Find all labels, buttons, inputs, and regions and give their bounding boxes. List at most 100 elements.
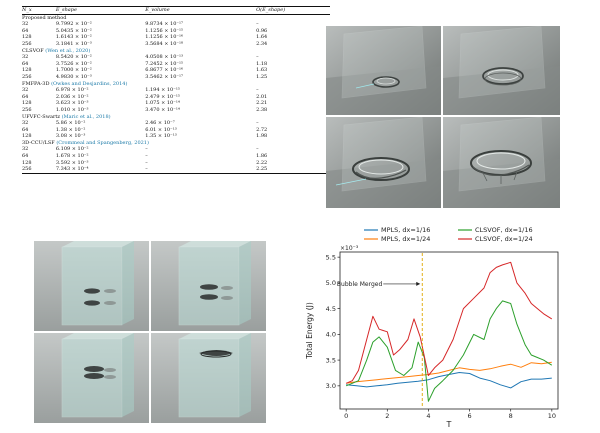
table-row: 32 6.978 × 10⁻² 1.194 × 10⁻¹⁵ – — [22, 87, 330, 94]
method-reference-link[interactable]: (Owkes and Desjardins, 2014) — [51, 80, 128, 87]
table-cell: 2.01 — [256, 93, 268, 100]
table-row: 64 5.0435 × 10⁻² 1.1256 × 10⁻¹⁵ 0.96 — [22, 28, 330, 35]
table-cell: 256 — [22, 106, 32, 113]
table-row: 256 4.9830 × 10⁻³ 3.5462 × 10⁻¹⁷ 1.25 — [22, 74, 330, 81]
table-cell: 3.5684 × 10⁻¹⁸ — [145, 40, 184, 47]
simulation-render-grid-top — [326, 26, 560, 208]
table-cell: 1.1256 × 10⁻¹⁶ — [145, 34, 184, 41]
legend-label: CLSVOF, dx=1/16 — [475, 226, 533, 234]
table-cell: 64 — [22, 93, 29, 100]
table-cell: 2.34 — [256, 40, 268, 47]
table-cell: 128 — [22, 34, 32, 41]
table-cell: 2.25 — [256, 166, 330, 174]
y-tick-label: 5.5 — [326, 253, 336, 261]
table-cell: – — [256, 54, 259, 61]
table-cell: 0.96 — [256, 27, 268, 34]
table-cell: 64 — [22, 153, 29, 160]
method-label: UFVFC-Swartz — [22, 113, 60, 120]
header-e-shape: E_shape — [55, 6, 146, 15]
table-row: 128 1.7000 × 10⁻² 6.8677 × 10⁻¹⁶ 1.63 — [22, 67, 330, 74]
energy-chart-svg: ×10⁻³ Total Energy (J) T 0 2 4 6 8 10 3.0 3.5 4.… — [305, 226, 559, 429]
table-row: 64 3.7526 × 10⁻² 7.2452 × 10⁻¹⁵ 1.18 — [22, 61, 330, 68]
table-cell: 256 — [22, 166, 56, 174]
table-cell: 7.343 × 10⁻⁴ — [55, 166, 146, 174]
table-row: 32 9.7992 × 10⁻² 9.8734 × 10⁻¹⁷ – — [22, 21, 330, 28]
table-cell: 6.109 × 10⁻² — [55, 146, 89, 153]
method-label: Proposed method — [22, 14, 67, 21]
annotation-group: Bubble Merged — [337, 253, 423, 408]
x-tick-label: 2 — [385, 412, 389, 420]
series-line-2 — [346, 361, 552, 384]
render-frame-2 — [443, 26, 560, 115]
annotation-arrowhead — [416, 281, 421, 286]
method-name: CLSVOF (Wen et al., 2020) — [22, 48, 330, 55]
method-reference-link[interactable]: (Crommeal and Spangenberg, 2021) — [56, 139, 149, 146]
bubble-frame-4 — [151, 333, 266, 423]
method-section-row: 3D-CCU/LSF (Crommeal and Spangenberg, 20… — [22, 140, 330, 147]
series-lines — [346, 261, 553, 402]
table-cell: 32 — [22, 21, 29, 28]
table-cell: 256 — [22, 40, 32, 47]
header-order: O(E_shape) — [256, 6, 330, 15]
method-label: CLSVOF — [22, 47, 44, 54]
table-cell: 256 — [22, 73, 32, 80]
table-cell: 3.08 × 10⁻³ — [55, 133, 86, 140]
method-name: FMFPA-3D (Owkes and Desjardins, 2014) — [22, 81, 330, 88]
method-label: 3D-CCU/LSF — [22, 139, 55, 146]
table-cell: 1.64 — [256, 34, 268, 41]
table-cell: 4.0508 × 10⁻¹³ — [145, 54, 184, 61]
table-cell: 64 — [22, 27, 29, 34]
table-cell: 4.9830 × 10⁻³ — [55, 73, 92, 80]
x-tick-label: 10 — [548, 412, 556, 420]
method-label: FMFPA-3D — [22, 80, 50, 87]
table-row: 256 7.343 × 10⁻⁴ –2.25 — [22, 166, 330, 174]
bubble-frame-3 — [34, 333, 149, 423]
table-cell: 1.7000 × 10⁻² — [55, 67, 92, 74]
table-cell: – — [256, 146, 259, 153]
table-cell: 1.075 × 10⁻¹⁴ — [145, 100, 180, 107]
x-tick-label: 8 — [509, 412, 513, 420]
table-cell: 1.6143 × 10⁻² — [55, 34, 92, 41]
table-row: 64 1.38 × 10⁻² 6.01 × 10⁻¹³ 2.72 — [22, 127, 330, 134]
x-tick-label: 0 — [344, 412, 348, 420]
render-frame-4 — [443, 117, 560, 208]
y-tick-label: 3.5 — [326, 356, 336, 364]
table-cell: 9.8734 × 10⁻¹⁷ — [145, 21, 184, 28]
table-row: 32 8.5420 × 10⁻² 4.0508 × 10⁻¹³ – — [22, 54, 330, 61]
table-cell: – — [145, 146, 148, 153]
table-cell: 32 — [22, 87, 29, 94]
method-reference-link[interactable]: (Wen et al., 2020) — [45, 47, 91, 54]
table-cell: 128 — [22, 67, 32, 74]
table-cell: 1.86 — [256, 153, 268, 160]
x-axis-label: T — [446, 420, 452, 429]
bubble-frame-2 — [151, 241, 266, 331]
table-cell: 3.5462 × 10⁻¹⁷ — [145, 73, 184, 80]
table-row: 128 3.623 × 10⁻³ 1.075 × 10⁻¹⁴ 2.21 — [22, 100, 330, 107]
table-cell: – — [256, 120, 259, 127]
table-cell: 32 — [22, 120, 29, 127]
table-cell: 1.1256 × 10⁻¹⁵ — [145, 27, 184, 34]
table-row: 128 3.08 × 10⁻³ 1.35 × 10⁻¹³ 1.98 — [22, 133, 330, 140]
table-cell: 32 — [22, 146, 29, 153]
table-row: 64 2.036 × 10⁻² 2.479 × 10⁻¹⁵ 2.01 — [22, 94, 330, 101]
table-cell: 1.38 × 10⁻² — [55, 126, 86, 133]
table-row: 256 3.1841 × 10⁻³ 3.5684 × 10⁻¹⁸ 2.34 — [22, 41, 330, 48]
results-table: N_x E_shape E_volume O(E_shape) Proposed… — [22, 6, 330, 174]
method-reference-link[interactable]: (Maric et al., 2018) — [61, 113, 111, 120]
table-cell: – — [256, 87, 259, 94]
table-row: 32 6.109 × 10⁻² – – — [22, 146, 330, 153]
table-row: 64 1.678 × 10⁻² – 1.86 — [22, 153, 330, 160]
table-cell: 2.479 × 10⁻¹⁵ — [145, 93, 180, 100]
legend-label: MPLS, dx=1/24 — [381, 235, 430, 243]
table-cell: 2.46 × 10⁻⁷ — [145, 120, 175, 127]
table-row: 128 1.6143 × 10⁻² 1.1256 × 10⁻¹⁶ 1.64 — [22, 34, 330, 41]
table-cell: 2.38 — [256, 106, 268, 113]
table-cell: 1.98 — [256, 133, 268, 140]
y-tick-label: 3.0 — [326, 382, 336, 390]
legend-label: MPLS, dx=1/16 — [381, 226, 430, 234]
table-cell: 5.0435 × 10⁻² — [55, 27, 92, 34]
table-cell: 5.86 × 10⁻² — [55, 120, 86, 127]
y-scale-label: ×10⁻³ — [340, 245, 359, 252]
table-body: Proposed method 32 9.7992 × 10⁻² 9.8734 × … — [22, 14, 330, 174]
table-cell: 6.01 × 10⁻¹³ — [145, 126, 177, 133]
